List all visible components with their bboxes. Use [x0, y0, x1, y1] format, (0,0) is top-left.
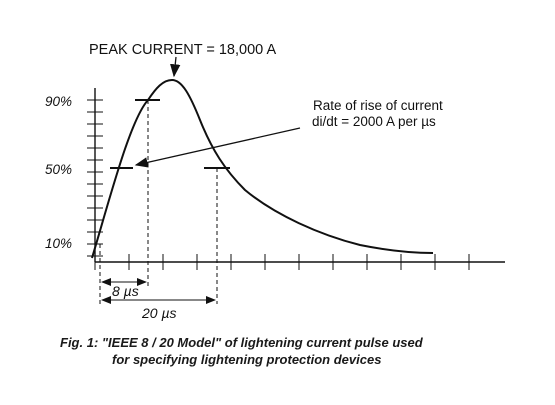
- y-label-50: 50%: [45, 162, 72, 177]
- didt-label: di/dt = 2000 A per µs: [312, 114, 436, 129]
- y-label-90: 90%: [45, 94, 72, 109]
- peak-current-label: PEAK CURRENT = 18,000 A: [89, 42, 276, 58]
- caption-line-1: Fig. 1: "IEEE 8 / 20 Model" of lightenin…: [60, 335, 423, 350]
- y-label-10: 10%: [45, 236, 72, 251]
- current-pulse-curve: [91, 78, 434, 259]
- rise-time-label: 8 µs: [112, 283, 139, 299]
- figure-caption: Fig. 1: "IEEE 8 / 20 Model" of lightenin…: [60, 334, 540, 368]
- x-axis-ticks: [94, 254, 470, 270]
- rate-of-rise-label: Rate of rise of current: [313, 98, 443, 113]
- half-value-label: 20 µs: [141, 305, 177, 321]
- peak-arrow: [170, 56, 181, 78]
- rate-arrow: [134, 127, 301, 168]
- caption-line-2: for specifying lightening protection dev…: [112, 352, 382, 367]
